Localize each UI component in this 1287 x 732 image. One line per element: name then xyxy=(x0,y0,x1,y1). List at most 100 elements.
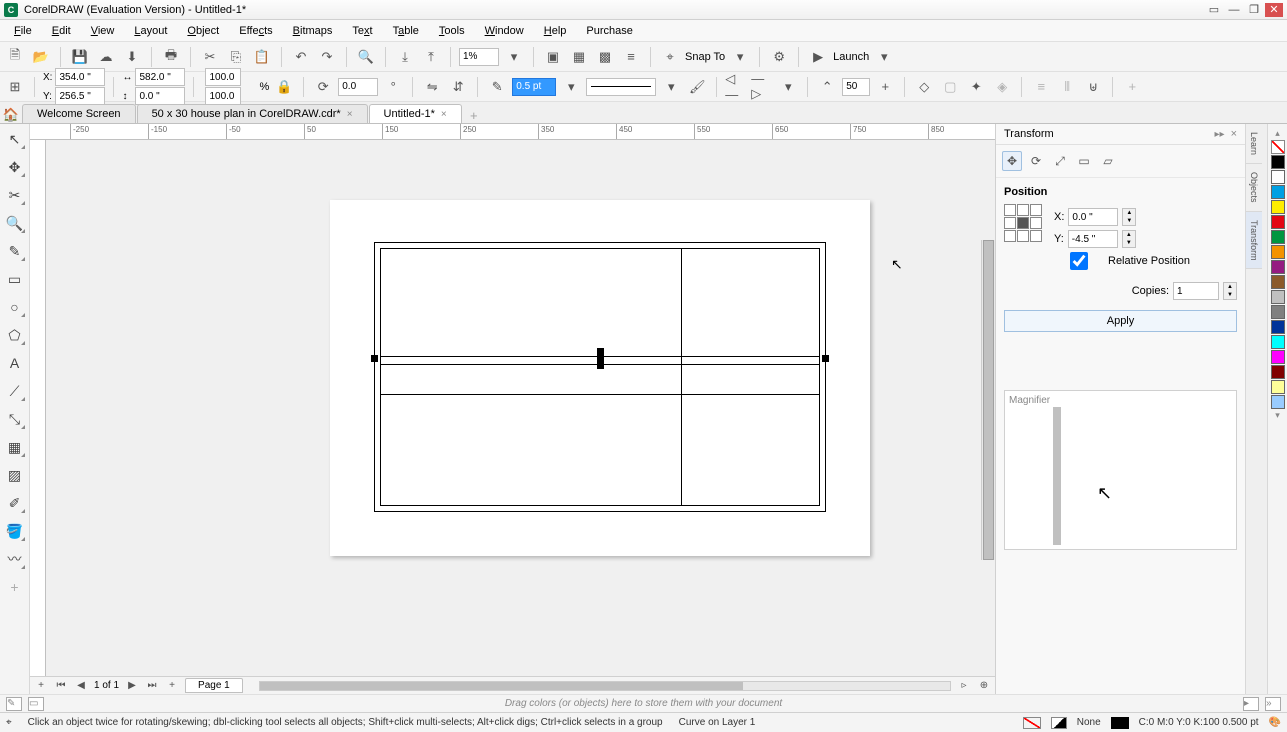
docker-close-icon[interactable]: × xyxy=(1231,128,1237,140)
rotation-input[interactable] xyxy=(338,78,378,96)
options-icon[interactable]: ⚙ xyxy=(768,46,790,68)
relative-checkbox[interactable] xyxy=(1054,252,1104,270)
open-icon[interactable]: 📂 xyxy=(30,46,52,68)
cloud-up-icon[interactable]: ☁ xyxy=(95,46,117,68)
transform-y-input[interactable] xyxy=(1068,230,1118,248)
polygon-tool[interactable]: ⬠ xyxy=(4,324,26,346)
menu-object[interactable]: Object xyxy=(177,23,229,39)
color-swatch[interactable] xyxy=(1271,185,1285,199)
redo-icon[interactable]: ↷ xyxy=(316,46,338,68)
menu-file[interactable]: File xyxy=(4,23,42,39)
search-icon[interactable]: 🔍 xyxy=(355,46,377,68)
plus-icon[interactable]: + xyxy=(1121,76,1143,98)
align-icon[interactable]: ≡ xyxy=(1030,76,1052,98)
zoom-input[interactable] xyxy=(459,48,499,66)
menu-layout[interactable]: Layout xyxy=(124,23,177,39)
scalex-input[interactable] xyxy=(205,68,241,86)
color-swatch[interactable] xyxy=(1271,230,1285,244)
color-swatch[interactable] xyxy=(1271,290,1285,304)
convert-icon[interactable]: ▢ xyxy=(939,76,961,98)
paste-icon[interactable]: 📋 xyxy=(251,46,273,68)
help-icon[interactable]: ▭ xyxy=(1205,3,1223,17)
pick-tool[interactable]: ↖ xyxy=(4,128,26,150)
color-swatch[interactable] xyxy=(1271,305,1285,319)
h-input[interactable] xyxy=(135,87,185,105)
color-swatch[interactable] xyxy=(1271,200,1285,214)
ellipse-tool[interactable]: ○ xyxy=(4,296,26,318)
start-arrow-icon[interactable]: ◁— xyxy=(725,76,747,98)
add-tool-icon[interactable]: + xyxy=(4,576,26,598)
snapto-label[interactable]: Snap To xyxy=(685,51,725,63)
closecurve-icon[interactable]: ◇ xyxy=(913,76,935,98)
snap-icon[interactable]: ⌖ xyxy=(659,46,681,68)
prev-page-icon[interactable]: ◀ xyxy=(74,680,88,691)
distribute-icon[interactable]: ⫴ xyxy=(1056,76,1078,98)
wrap-minus-icon[interactable]: ⌃ xyxy=(816,76,838,98)
minimize-button[interactable]: — xyxy=(1225,3,1243,17)
launch-icon[interactable]: ▶ xyxy=(807,46,829,68)
apply-button[interactable]: Apply xyxy=(1004,310,1237,332)
color-swatch[interactable] xyxy=(1271,245,1285,259)
color-swatch[interactable] xyxy=(1271,320,1285,334)
nav-right-icon[interactable]: ▹ xyxy=(957,680,971,691)
export-icon[interactable]: ⤒ xyxy=(420,46,442,68)
first-page-icon[interactable]: ⏮ xyxy=(54,680,68,691)
rotate-mode-icon[interactable]: ⟳ xyxy=(1026,151,1046,171)
position-mode-icon[interactable]: ✥ xyxy=(1002,151,1022,171)
add-page-icon[interactable]: + xyxy=(34,680,48,691)
tab-close-icon[interactable]: × xyxy=(347,109,353,120)
crop-tool[interactable]: ✂ xyxy=(4,184,26,206)
horizontal-scrollbar[interactable] xyxy=(259,681,951,691)
undo-icon[interactable]: ↶ xyxy=(290,46,312,68)
colorwell-menu-icon[interactable]: » xyxy=(1265,697,1281,711)
arrow-count-input[interactable] xyxy=(842,78,870,96)
tool3-icon[interactable]: ◈ xyxy=(991,76,1013,98)
connector-tool[interactable]: ⤡ xyxy=(4,408,26,430)
page-tab[interactable]: Page 1 xyxy=(185,678,243,693)
menu-bitmaps[interactable]: Bitmaps xyxy=(283,23,343,39)
skew-mode-icon[interactable]: ▱ xyxy=(1098,151,1118,171)
docker-collapse-icon[interactable]: ▸▸ xyxy=(1215,129,1225,140)
menu-window[interactable]: Window xyxy=(475,23,534,39)
copy-icon[interactable]: ⎘ xyxy=(225,46,247,68)
scale-mode-icon[interactable]: ⤢ xyxy=(1050,151,1070,171)
color-swatch[interactable] xyxy=(1271,335,1285,349)
outline-color-swatch[interactable] xyxy=(1111,717,1129,729)
arrow-dropdown[interactable]: ▾ xyxy=(777,76,799,98)
color-swatch[interactable] xyxy=(1271,380,1285,394)
rulers-icon[interactable]: ▦ xyxy=(568,46,590,68)
copies-input[interactable] xyxy=(1173,282,1219,300)
outline-width-dropdown[interactable]: ▾ xyxy=(560,76,582,98)
menu-table[interactable]: Table xyxy=(383,23,429,39)
new-tab-icon[interactable]: + xyxy=(463,108,485,123)
color-swatch[interactable] xyxy=(1271,365,1285,379)
effects-tool[interactable]: ▦ xyxy=(4,436,26,458)
eyedropper-tool[interactable]: ✐ xyxy=(4,492,26,514)
color-swatch[interactable] xyxy=(1271,350,1285,364)
end-arrow-icon[interactable]: —▷ xyxy=(751,76,773,98)
outline-tool[interactable]: 〰 xyxy=(4,548,26,570)
guidelines-icon[interactable]: ≡ xyxy=(620,46,642,68)
menu-edit[interactable]: Edit xyxy=(42,23,81,39)
docker-tab-learn[interactable]: Learn xyxy=(1246,124,1262,164)
w-input[interactable] xyxy=(135,68,185,86)
colorwell-nav-icon[interactable]: ▸ xyxy=(1243,697,1259,711)
palette-icon[interactable]: 🎨 xyxy=(1269,717,1281,728)
y-input[interactable] xyxy=(55,87,105,105)
fullscreen-icon[interactable]: ▣ xyxy=(542,46,564,68)
rotate-icon[interactable]: ⟳ xyxy=(312,76,334,98)
launch-label[interactable]: Launch xyxy=(833,51,869,63)
edit-color-icon[interactable]: ▭ xyxy=(28,697,44,711)
preset-icon[interactable]: ⊞ xyxy=(4,76,26,98)
brush-icon[interactable]: 🖌 xyxy=(686,76,708,98)
outline-swatch-icon[interactable] xyxy=(1051,717,1067,729)
menu-help[interactable]: Help xyxy=(534,23,577,39)
fill-tool[interactable]: 🪣 xyxy=(4,520,26,542)
effects-icon[interactable]: ✦ xyxy=(965,76,987,98)
outline-pen-icon[interactable]: ✎ xyxy=(486,76,508,98)
x-input[interactable] xyxy=(55,68,105,86)
grid-icon[interactable]: ▩ xyxy=(594,46,616,68)
color-swatch[interactable] xyxy=(1271,170,1285,184)
angle-dropdown-icon[interactable]: ° xyxy=(382,76,404,98)
anchor-grid[interactable] xyxy=(1004,204,1042,242)
